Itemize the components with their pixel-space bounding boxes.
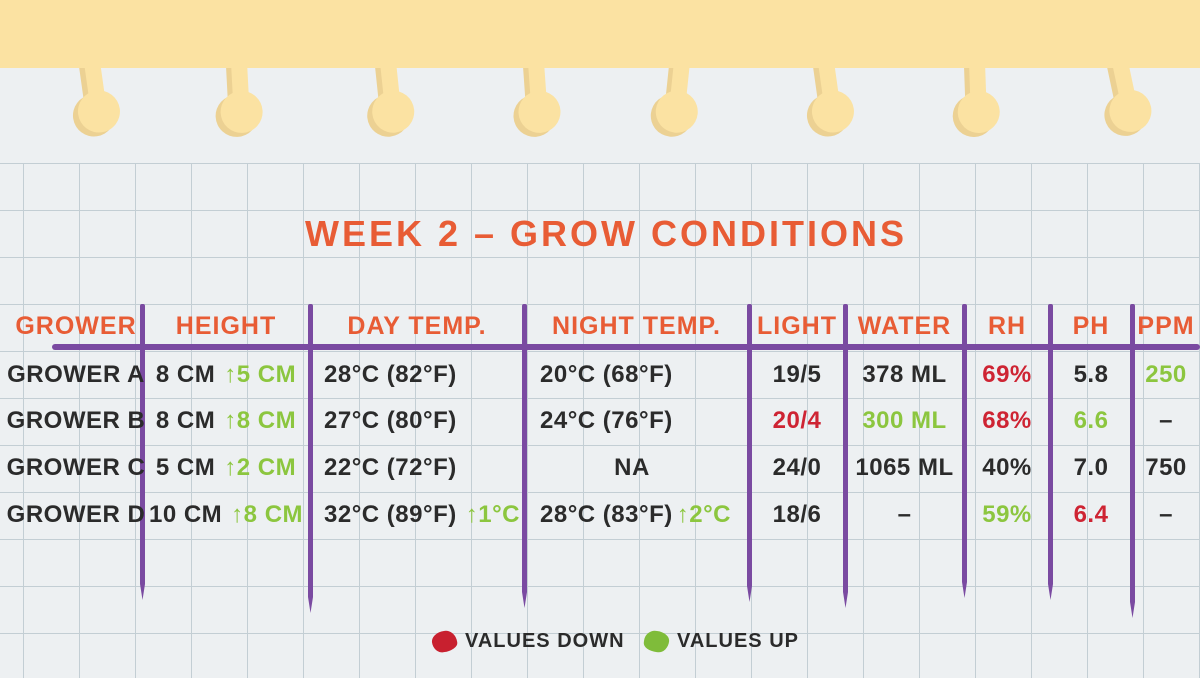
height-cell: 5 CM ↑2 CM (142, 445, 310, 491)
night-temp-value: NA (614, 454, 650, 481)
table-row: GROWER D 10 CM ↑8 CM 32°C (89°F) ↑1°C 28… (0, 492, 1200, 538)
night-temp-cell: NA (524, 445, 749, 491)
ppm-value: – (1159, 501, 1173, 528)
night-temp-value: 28°C (83°F) (540, 501, 673, 528)
night-temp-cell: 20°C (68°F) (524, 352, 749, 398)
height-value: 10 CM (148, 501, 223, 528)
height-value: 8 CM (155, 407, 216, 434)
table-column-rule (1130, 304, 1135, 618)
column-header-grower: GROWER (15, 311, 137, 340)
column-header-rh: RH (987, 311, 1027, 340)
ppm-value: 750 (1145, 454, 1187, 481)
rh-value: 68% (982, 407, 1032, 434)
table-row: GROWER C 5 CM ↑2 CM 22°C (72°F) NA 24/0 … (0, 445, 1200, 491)
table-column-rule (962, 304, 967, 598)
ppm-value: 250 (1145, 361, 1187, 388)
light-value: 24/0 (772, 454, 822, 481)
day-temp-cell: 28°C (82°F) (310, 352, 524, 398)
height-value: 8 CM (155, 361, 216, 388)
grower-name: GROWER D (6, 501, 146, 528)
table-header-rule (52, 344, 1200, 350)
graph-paper-grid (0, 163, 1200, 678)
values-up-dot-icon (642, 629, 671, 654)
rh-value: 69% (982, 361, 1032, 388)
grower-name: GROWER C (6, 454, 146, 481)
table-column-rule (522, 304, 527, 608)
ppm-value: – (1159, 407, 1173, 434)
table-header-row: GROWER HEIGHT DAY TEMP. NIGHT TEMP. LIGH… (0, 304, 1200, 348)
column-header-night-temp: NIGHT TEMP. (552, 311, 721, 340)
ph-value: 7.0 (1073, 454, 1109, 481)
table-column-rule (747, 304, 752, 602)
water-value: 300 ML (862, 407, 947, 434)
day-temp-cell: 22°C (72°F) (310, 445, 524, 491)
grower-name: GROWER A (7, 361, 145, 388)
height-up-delta: ↑8 CM (231, 501, 304, 528)
height-up-delta: ↑5 CM (224, 361, 297, 388)
grower-name: GROWER B (6, 407, 146, 434)
height-up-delta: ↑8 CM (224, 407, 297, 434)
height-up-delta: ↑2 CM (224, 454, 297, 481)
day-temp-value: 22°C (72°F) (324, 454, 457, 481)
day-temp-up-delta: ↑1°C (465, 501, 521, 528)
table-column-rule (140, 304, 145, 600)
torn-paper-edge (0, 0, 1200, 137)
water-value: 1065 ML (855, 454, 954, 481)
column-header-height: HEIGHT (175, 311, 277, 340)
light-value: 18/6 (772, 501, 822, 528)
table-column-rule (1048, 304, 1053, 600)
legend-label: VALUES UP (677, 630, 799, 652)
values-down-dot-icon (430, 629, 459, 654)
height-cell: 8 CM ↑8 CM (142, 398, 310, 444)
page-title: WEEK 2 – GROW CONDITIONS (304, 213, 908, 254)
table-row: GROWER B 8 CM ↑8 CM 27°C (80°F) 24°C (76… (0, 398, 1200, 444)
height-value: 5 CM (155, 454, 216, 481)
water-value: 378 ML (862, 361, 947, 388)
column-header-day-temp: DAY TEMP. (347, 311, 487, 340)
ph-value: 6.4 (1073, 501, 1109, 528)
day-temp-cell: 27°C (80°F) (310, 398, 524, 444)
rh-value: 40% (982, 454, 1032, 481)
column-header-light: LIGHT (757, 311, 837, 340)
table-column-rule (308, 304, 313, 613)
night-temp-cell: 24°C (76°F) (524, 398, 749, 444)
day-temp-value: 28°C (82°F) (324, 361, 457, 388)
column-header-water: WATER (857, 311, 952, 340)
night-temp-up-delta: ↑2°C (676, 501, 732, 528)
ph-value: 5.8 (1073, 361, 1109, 388)
night-temp-value: 20°C (68°F) (540, 361, 673, 388)
light-value: 19/5 (772, 361, 822, 388)
column-header-ph: PH (1072, 311, 1110, 340)
night-temp-value: 24°C (76°F) (540, 407, 673, 434)
day-temp-cell: 32°C (89°F) ↑1°C (310, 492, 524, 538)
height-cell: 10 CM ↑8 CM (142, 492, 310, 538)
height-cell: 8 CM ↑5 CM (142, 352, 310, 398)
legend-label: VALUES DOWN (465, 630, 625, 652)
day-temp-value: 27°C (80°F) (324, 407, 457, 434)
water-value: – (897, 501, 912, 528)
legend-values-up: VALUES UP (642, 628, 799, 655)
rh-value: 59% (982, 501, 1032, 528)
light-value: 20/4 (772, 407, 822, 434)
legend-values-down: VALUES DOWN (430, 628, 625, 655)
table-column-rule (843, 304, 848, 608)
day-temp-value: 32°C (89°F) (324, 501, 457, 528)
table-row: GROWER A 8 CM ↑5 CM 28°C (82°F) 20°C (68… (0, 352, 1200, 398)
column-header-ppm: PPM (1137, 311, 1195, 340)
ph-value: 6.6 (1073, 407, 1109, 434)
night-temp-cell: 28°C (83°F) ↑2°C (524, 492, 749, 538)
